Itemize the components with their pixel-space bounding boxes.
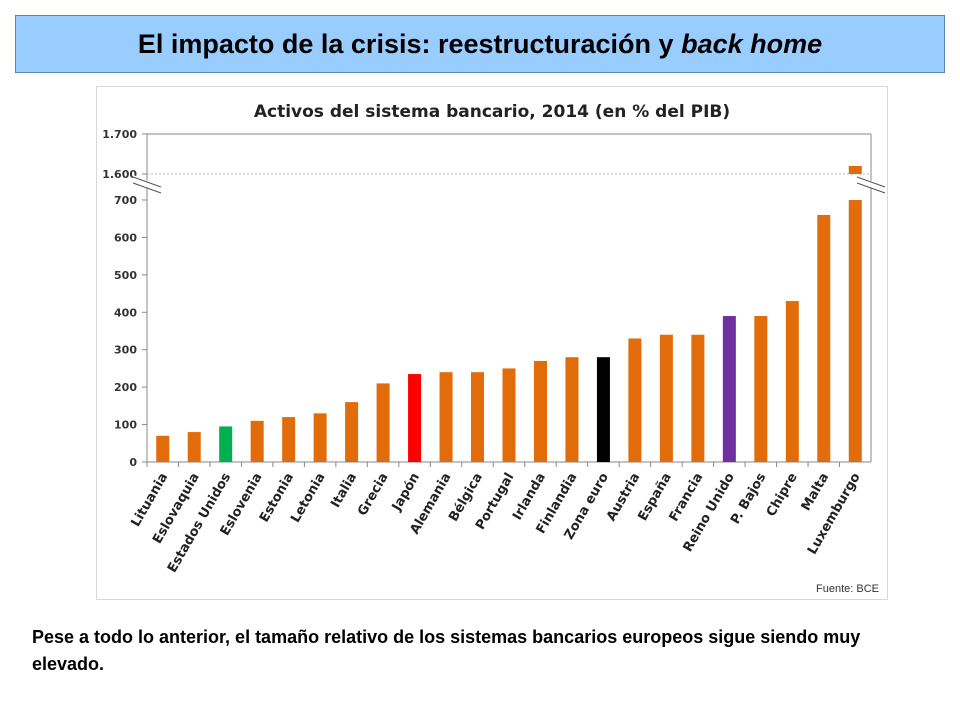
slide-title-main: El impacto de la crisis: reestructuració… [137,28,682,59]
slide-title-italic: back home [681,28,823,59]
y-tick-label: 600 [114,231,137,244]
y-tick-label: 1.700 [102,128,137,141]
bank-assets-chart: Activos del sistema bancario, 2014 (en %… [102,102,887,575]
slide-title: El impacto de la crisis: reestructuració… [138,29,822,60]
bar [722,316,736,462]
axis-break-gap [855,175,887,193]
axis-break-mark [856,182,886,194]
y-tick-label: 300 [114,344,137,357]
y-tick-label: 200 [114,381,137,394]
bar [156,435,170,462]
y-tick-label: 0 [129,456,137,469]
bar [250,420,264,462]
bar [817,214,831,462]
bar [376,383,390,462]
bar [313,413,327,462]
x-tick-label: Italia [328,471,360,511]
bar [628,338,642,462]
y-tick-label: 100 [114,419,137,432]
axis-break-mark [856,176,886,188]
bar [848,200,862,462]
bar [282,417,296,462]
x-tick-label: Japón [389,471,423,515]
axis-break-gap [131,175,163,193]
bar-break-segment [848,166,862,174]
slide-caption: Pese a todo lo anterior, el tamaño relat… [32,627,861,674]
x-tick-label: Malta [799,471,833,514]
x-tick-label: Grecia [355,471,391,519]
bar [691,334,705,462]
y-tick-label: 1.600 [102,168,137,181]
chart-frame: Activos del sistema bancario, 2014 (en %… [96,86,888,600]
bar [345,402,359,462]
bar [596,357,610,462]
bar [502,368,516,462]
bar [439,372,453,462]
y-tick-label: 400 [114,306,137,319]
bar [471,372,485,462]
axis-break-mark [132,182,162,194]
source-note: Fuente: BCE [816,583,879,595]
y-tick-label: 700 [114,194,137,207]
bar [408,374,422,462]
slide-title-banner: El impacto de la crisis: reestructuració… [15,15,945,73]
y-tick-label: 500 [114,269,137,282]
axis-break-mark [132,176,162,188]
bar [533,360,547,462]
bar [219,426,233,462]
chart-title: Activos del sistema bancario, 2014 (en %… [254,102,730,122]
bar [659,334,673,462]
bar [785,301,799,462]
bar [565,357,579,462]
bar [187,432,201,462]
bar [754,316,768,462]
x-tick-label: Chipre [764,470,801,519]
